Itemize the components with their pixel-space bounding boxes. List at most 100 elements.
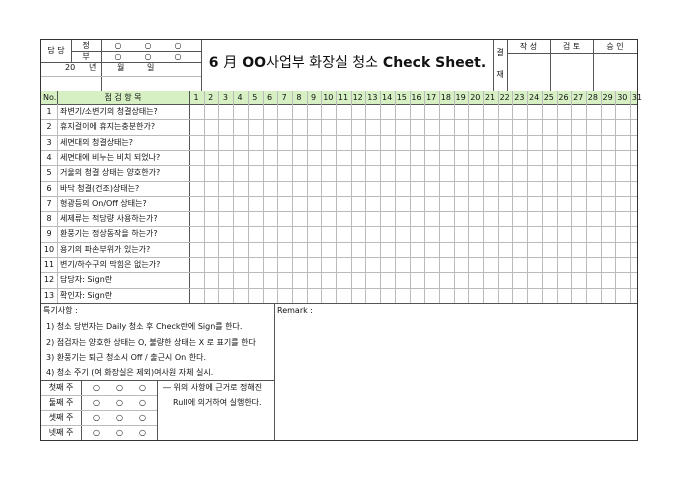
check-cell[interactable] (396, 182, 409, 195)
check-cell[interactable] (337, 182, 350, 195)
check-cell[interactable] (219, 273, 232, 286)
check-cell[interactable] (425, 151, 438, 164)
check-cell[interactable] (396, 227, 409, 240)
check-cell[interactable] (322, 120, 335, 133)
check-cell[interactable] (411, 182, 424, 195)
check-cell[interactable] (631, 273, 644, 286)
check-cell[interactable] (425, 136, 438, 149)
check-cell[interactable] (249, 166, 262, 179)
check-cell[interactable] (366, 273, 379, 286)
check-cell[interactable] (396, 136, 409, 149)
check-cell[interactable] (249, 212, 262, 225)
check-cell[interactable] (499, 166, 512, 179)
check-cell[interactable] (205, 166, 218, 179)
week-circle[interactable]: ○ (139, 428, 146, 437)
check-cell[interactable] (513, 182, 526, 195)
check-cell[interactable] (558, 227, 571, 240)
check-cell[interactable] (587, 243, 600, 256)
check-cell[interactable] (440, 243, 453, 256)
check-cell[interactable] (396, 289, 409, 302)
check-cell[interactable] (499, 227, 512, 240)
check-cell[interactable] (499, 105, 512, 118)
check-cell[interactable] (587, 166, 600, 179)
check-cell[interactable] (352, 289, 365, 302)
check-cell[interactable] (616, 212, 629, 225)
check-cell[interactable] (278, 258, 291, 271)
check-cell[interactable] (528, 136, 541, 149)
check-cell[interactable] (528, 182, 541, 195)
check-cell[interactable] (190, 197, 203, 210)
check-cell[interactable] (440, 182, 453, 195)
check-cell[interactable] (322, 197, 335, 210)
check-cell[interactable] (190, 289, 203, 302)
check-cell[interactable] (425, 105, 438, 118)
check-cell[interactable] (205, 105, 218, 118)
check-cell[interactable] (558, 136, 571, 149)
check-cell[interactable] (337, 227, 350, 240)
check-cell[interactable] (264, 182, 277, 195)
check-cell[interactable] (528, 151, 541, 164)
check-cell[interactable] (411, 166, 424, 179)
check-cell[interactable] (513, 273, 526, 286)
check-cell[interactable] (308, 105, 321, 118)
check-cell[interactable] (264, 243, 277, 256)
check-cell[interactable] (455, 182, 468, 195)
check-cell[interactable] (484, 151, 497, 164)
check-cell[interactable] (234, 136, 247, 149)
check-cell[interactable] (366, 136, 379, 149)
check-cell[interactable] (322, 182, 335, 195)
check-cell[interactable] (219, 182, 232, 195)
check-cell[interactable] (602, 120, 615, 133)
check-cell[interactable] (469, 243, 482, 256)
check-cell[interactable] (308, 136, 321, 149)
check-cell[interactable] (278, 120, 291, 133)
check-cell[interactable] (528, 120, 541, 133)
approval-approver-sign[interactable] (594, 54, 636, 90)
check-cell[interactable] (631, 212, 644, 225)
check-cell[interactable] (484, 136, 497, 149)
check-cell[interactable] (455, 197, 468, 210)
check-cell[interactable] (425, 120, 438, 133)
check-cell[interactable] (322, 151, 335, 164)
check-cell[interactable] (352, 166, 365, 179)
check-cell[interactable] (425, 289, 438, 302)
check-cell[interactable] (469, 182, 482, 195)
check-cell[interactable] (278, 212, 291, 225)
check-cell[interactable] (381, 105, 394, 118)
week-circle[interactable]: ○ (93, 428, 100, 437)
check-cell[interactable] (484, 243, 497, 256)
check-cell[interactable] (616, 227, 629, 240)
check-cell[interactable] (484, 273, 497, 286)
check-cell[interactable] (469, 136, 482, 149)
check-cell[interactable] (366, 166, 379, 179)
check-cell[interactable] (602, 182, 615, 195)
check-cell[interactable] (234, 273, 247, 286)
check-cell[interactable] (631, 243, 644, 256)
check-cell[interactable] (616, 166, 629, 179)
jeong-circle-1[interactable]: ○ (114, 41, 122, 50)
check-cell[interactable] (455, 227, 468, 240)
check-cell[interactable] (381, 136, 394, 149)
check-cell[interactable] (190, 227, 203, 240)
check-cell[interactable] (308, 273, 321, 286)
check-cell[interactable] (352, 105, 365, 118)
check-cell[interactable] (219, 212, 232, 225)
check-cell[interactable] (308, 166, 321, 179)
check-cell[interactable] (558, 289, 571, 302)
check-cell[interactable] (572, 120, 585, 133)
check-cell[interactable] (631, 136, 644, 149)
check-cell[interactable] (249, 105, 262, 118)
check-cell[interactable] (572, 258, 585, 271)
check-cell[interactable] (219, 289, 232, 302)
check-cell[interactable] (352, 243, 365, 256)
check-cell[interactable] (205, 227, 218, 240)
check-cell[interactable] (249, 182, 262, 195)
check-cell[interactable] (411, 136, 424, 149)
remark-area[interactable] (277, 318, 633, 436)
check-cell[interactable] (631, 151, 644, 164)
check-cell[interactable] (249, 243, 262, 256)
check-cell[interactable] (293, 151, 306, 164)
check-cell[interactable] (543, 197, 556, 210)
check-cell[interactable] (264, 105, 277, 118)
check-cell[interactable] (572, 151, 585, 164)
